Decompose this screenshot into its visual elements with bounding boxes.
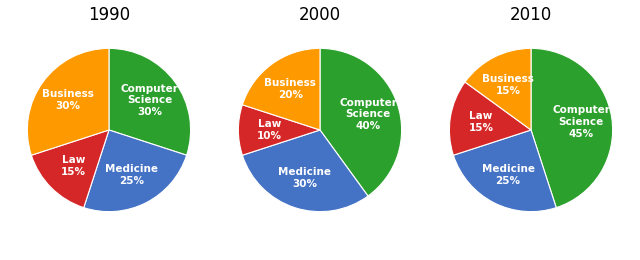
Text: Computer
Science
40%: Computer Science 40% (339, 98, 397, 131)
Wedge shape (531, 48, 612, 208)
Title: 1990: 1990 (88, 6, 130, 24)
Text: Business
20%: Business 20% (264, 78, 316, 100)
Text: Business
15%: Business 15% (482, 74, 534, 96)
Wedge shape (31, 130, 109, 208)
Wedge shape (109, 48, 191, 155)
Wedge shape (243, 48, 320, 130)
Wedge shape (320, 48, 402, 196)
Wedge shape (28, 48, 109, 155)
Text: Law
10%: Law 10% (257, 119, 282, 141)
Wedge shape (465, 48, 531, 130)
Wedge shape (84, 130, 187, 212)
Text: Business
30%: Business 30% (42, 89, 94, 111)
Wedge shape (449, 82, 531, 155)
Wedge shape (243, 130, 368, 212)
Title: 2010: 2010 (510, 6, 552, 24)
Title: 2000: 2000 (299, 6, 341, 24)
Wedge shape (238, 105, 320, 155)
Text: Computer
Science
45%: Computer Science 45% (552, 106, 610, 139)
Text: Medicine
30%: Medicine 30% (278, 167, 331, 189)
Text: Law
15%: Law 15% (468, 111, 493, 133)
Text: Law
15%: Law 15% (61, 155, 86, 177)
Text: Medicine
25%: Medicine 25% (481, 164, 534, 186)
Text: Medicine
25%: Medicine 25% (106, 164, 159, 186)
Text: Computer
Science
30%: Computer Science 30% (121, 84, 179, 117)
Wedge shape (453, 130, 556, 212)
